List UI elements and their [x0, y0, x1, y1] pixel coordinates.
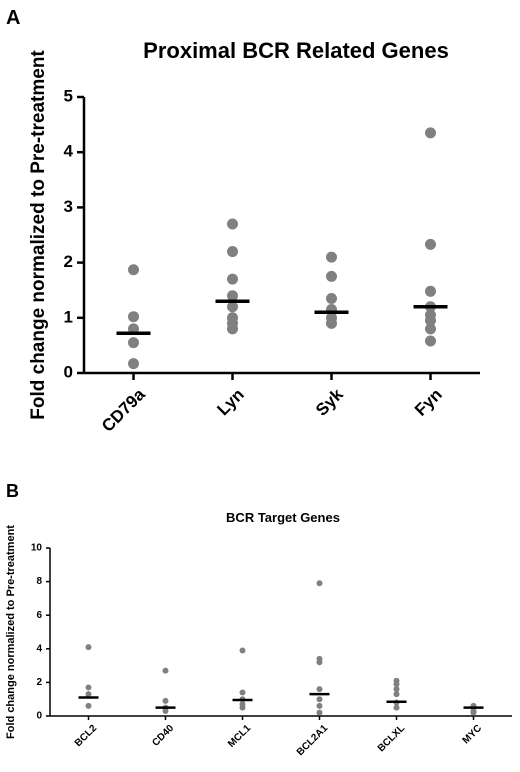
x-tick-label: CD40 — [150, 723, 176, 749]
data-point — [128, 311, 139, 323]
data-point — [393, 704, 400, 711]
data-point — [316, 659, 323, 666]
data-point — [393, 681, 400, 688]
data-point — [425, 323, 436, 335]
y-tick-label: 5 — [64, 86, 73, 105]
data-point — [227, 218, 238, 230]
y-tick-label: 4 — [36, 643, 42, 654]
data-point — [227, 246, 238, 258]
y-tick-label: 10 — [31, 543, 43, 554]
data-point — [162, 667, 169, 674]
data-point — [85, 684, 92, 691]
data-point — [128, 264, 139, 276]
x-tick-label: BCLXL — [376, 723, 407, 754]
data-point — [162, 707, 169, 714]
panel-label: A — [6, 7, 20, 29]
data-point — [162, 697, 169, 704]
data-point — [227, 323, 238, 335]
y-tick-label: 3 — [64, 197, 73, 216]
y-tick-label: 2 — [64, 252, 73, 271]
data-point — [316, 709, 323, 716]
x-tick-label: Fyn — [411, 385, 446, 420]
data-point — [425, 127, 436, 139]
data-point — [326, 270, 337, 282]
data-point — [85, 691, 92, 698]
data-point — [425, 315, 436, 327]
x-tick-label: BCL2 — [73, 723, 100, 750]
x-tick-label: BCL2A1 — [295, 723, 331, 759]
x-tick-label: CD79a — [98, 384, 149, 435]
data-point — [85, 702, 92, 709]
y-tick-label: 0 — [36, 711, 42, 722]
panel-label: B — [6, 481, 19, 501]
data-point — [393, 691, 400, 698]
data-point — [239, 704, 246, 711]
y-axis-label: Fold change normalized to Pre-treatment — [28, 50, 49, 420]
chart-title: Proximal BCR Related Genes — [143, 38, 449, 63]
data-point — [326, 251, 337, 263]
data-point — [316, 696, 323, 703]
data-point — [316, 580, 323, 587]
data-point — [128, 337, 139, 349]
y-tick-label: 2 — [36, 677, 42, 688]
data-point — [326, 317, 337, 329]
data-point — [227, 301, 238, 313]
x-tick-label: MYC — [461, 723, 485, 747]
y-tick-label: 8 — [36, 576, 42, 587]
y-tick-label: 0 — [64, 362, 73, 381]
data-point — [393, 686, 400, 693]
data-point — [227, 273, 238, 285]
data-point — [85, 644, 92, 651]
y-tick-label: 4 — [64, 142, 74, 161]
x-tick-label: Lyn — [213, 385, 247, 419]
data-point — [470, 709, 477, 716]
data-point — [128, 358, 139, 370]
y-tick-label: 6 — [36, 610, 42, 621]
data-point — [239, 647, 246, 654]
data-point — [316, 686, 323, 693]
data-point — [425, 238, 436, 250]
data-point — [239, 689, 246, 696]
data-point — [227, 290, 238, 302]
y-tick-label: 1 — [64, 307, 73, 326]
data-point — [326, 292, 337, 304]
x-tick-label: Syk — [312, 384, 347, 419]
data-point — [425, 335, 436, 347]
y-axis-label: Fold change normalized to Pre-treatment — [5, 525, 17, 739]
data-point — [425, 285, 436, 297]
chart-title: BCR Target Genes — [226, 510, 340, 525]
x-tick-label: MCL1 — [226, 723, 253, 750]
data-point — [316, 702, 323, 709]
